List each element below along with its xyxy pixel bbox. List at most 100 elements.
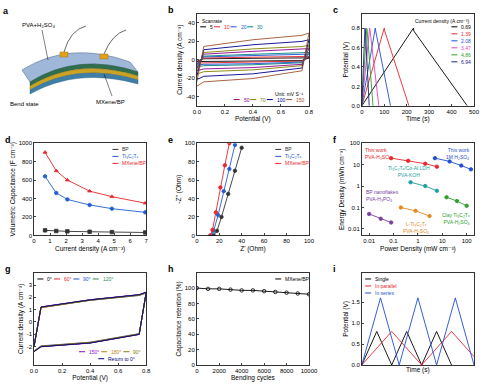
svg-text:g: g [5,264,11,274]
svg-text:400: 400 [447,109,458,115]
svg-text:Return to 0°: Return to 0° [108,356,135,362]
svg-text:70: 70 [260,97,266,103]
svg-text:1: 1 [29,307,33,313]
svg-text:2: 2 [29,294,33,300]
svg-text:3.47: 3.47 [461,45,471,51]
svg-text:Capacitance retention (%): Capacitance retention (%) [175,281,183,356]
svg-text:1000: 1000 [19,140,33,146]
svg-text:-1: -1 [27,331,33,337]
svg-text:Single: Single [375,276,389,282]
svg-text:50: 50 [244,97,250,103]
svg-text:0.6: 0.6 [351,45,360,51]
svg-text:b: b [168,5,174,15]
svg-text:0.1: 0.1 [389,238,398,244]
svg-text:2: 2 [64,238,68,244]
svg-text:PVA+H₂SO₄: PVA+H₂SO₄ [22,22,55,28]
svg-text:2000: 2000 [213,368,227,374]
svg-text:20: 20 [188,347,195,353]
svg-text:Potential (V): Potential (V) [342,301,350,337]
svg-text:400: 400 [22,196,33,202]
svg-text:4: 4 [96,238,100,244]
svg-text:MXene/BP: MXene/BP [285,160,310,166]
svg-text:3: 3 [29,282,33,288]
svg-text:0.0: 0.0 [351,103,360,109]
svg-text:120°: 120° [103,276,113,282]
svg-text:Scanrate: Scanrate [202,18,222,24]
svg-text:20: 20 [188,38,195,44]
svg-text:-Z'' (Ohm): -Z'' (Ohm) [175,175,183,204]
svg-text:10: 10 [224,24,230,30]
svg-text:0: 0 [29,233,33,239]
svg-text:0.1: 0.1 [351,205,360,211]
svg-text:2.08: 2.08 [461,38,471,44]
svg-text:BP: BP [285,146,292,152]
svg-text:Clay Ti₃C₂TₓPVA-H₂SO₄: Clay Ti₃C₂TₓPVA-H₂SO₄ [442,212,470,225]
svg-text:1.39: 1.39 [461,31,471,37]
svg-text:0.2: 0.2 [351,84,360,90]
svg-text:0: 0 [195,368,199,374]
svg-text:Ti₃C₂Tₓ/Co-Al LDHPVA-KOH: Ti₃C₂Tₓ/Co-Al LDHPVA-KOH [388,165,430,178]
svg-text:0.8: 0.8 [351,25,360,31]
svg-text:180°: 180° [111,349,121,355]
svg-text:Ti₃C₂Tₓ: Ti₃C₂Tₓ [285,153,302,159]
svg-text:0.69: 0.69 [461,24,471,30]
svg-text:In series: In series [375,290,394,296]
svg-text:8000: 8000 [280,368,294,374]
svg-text:0.6: 0.6 [114,368,123,374]
svg-text:40: 40 [238,238,245,244]
svg-text:0.01: 0.01 [348,226,360,232]
svg-text:BP: BP [122,146,129,152]
svg-text:a: a [3,6,9,16]
svg-text:300: 300 [424,109,435,115]
svg-text:This workPVA-H₂SO₄: This workPVA-H₂SO₄ [365,147,391,160]
svg-text:Potential (V): Potential (V) [72,374,108,382]
svg-text:BP nanoflakesPVA-H₃PO₄: BP nanoflakesPVA-H₃PO₄ [366,189,399,202]
svg-text:In parallel: In parallel [375,283,397,289]
svg-text:6000: 6000 [257,368,271,374]
svg-text:20: 20 [216,238,223,244]
svg-text:d: d [5,135,11,145]
svg-text:100: 100 [185,285,196,291]
svg-text:Z' (Ohm): Z' (Ohm) [240,245,265,253]
svg-text:Current density (A cm⁻³): Current density (A cm⁻³) [176,25,184,95]
svg-text:Current density (A cm⁻³): Current density (A cm⁻³) [415,18,469,24]
svg-text:600: 600 [22,177,33,183]
svg-text:200: 200 [22,214,33,220]
svg-text:40: 40 [188,20,195,26]
svg-text:1: 1 [48,238,52,244]
svg-text:150: 150 [296,97,305,103]
svg-text:200: 200 [402,109,413,115]
svg-text:Unit: mV S⁻¹: Unit: mV S⁻¹ [275,91,304,97]
svg-text:100: 100 [277,97,286,103]
svg-text:0.4: 0.4 [351,64,360,70]
svg-text:100: 100 [350,140,361,146]
svg-text:0: 0 [195,238,199,244]
svg-text:0.4: 0.4 [249,109,258,115]
svg-text:c: c [333,5,338,15]
svg-text:100: 100 [462,238,473,244]
svg-text:This work1M H₂SO₄: This work1M H₂SO₄ [446,147,470,160]
svg-text:Potential (V): Potential (V) [342,42,350,78]
svg-text:4000: 4000 [235,368,249,374]
svg-text:0.6: 0.6 [277,109,286,115]
svg-text:0°: 0° [47,276,52,282]
svg-text:80: 80 [188,301,195,307]
svg-text:Power Density (mW cm⁻³): Power Density (mW cm⁻³) [380,245,456,253]
svg-text:MXene/BP: MXene/BP [122,160,147,166]
svg-text:Bend state: Bend state [10,101,39,107]
svg-text:0.4: 0.4 [86,368,95,374]
svg-text:h: h [168,264,174,274]
svg-text:60: 60 [261,238,268,244]
svg-text:60: 60 [188,177,195,183]
svg-text:800: 800 [22,159,33,165]
svg-text:0.2: 0.2 [221,109,230,115]
svg-text:0: 0 [191,57,195,63]
svg-text:0: 0 [29,319,33,325]
svg-text:0.0: 0.0 [30,368,39,374]
svg-text:0.0: 0.0 [193,109,202,115]
svg-text:0.0: 0.0 [351,362,360,368]
svg-text:0: 0 [360,109,364,115]
svg-text:0.5: 0.5 [351,341,360,347]
svg-text:80: 80 [283,238,290,244]
svg-text:0: 0 [32,238,36,244]
